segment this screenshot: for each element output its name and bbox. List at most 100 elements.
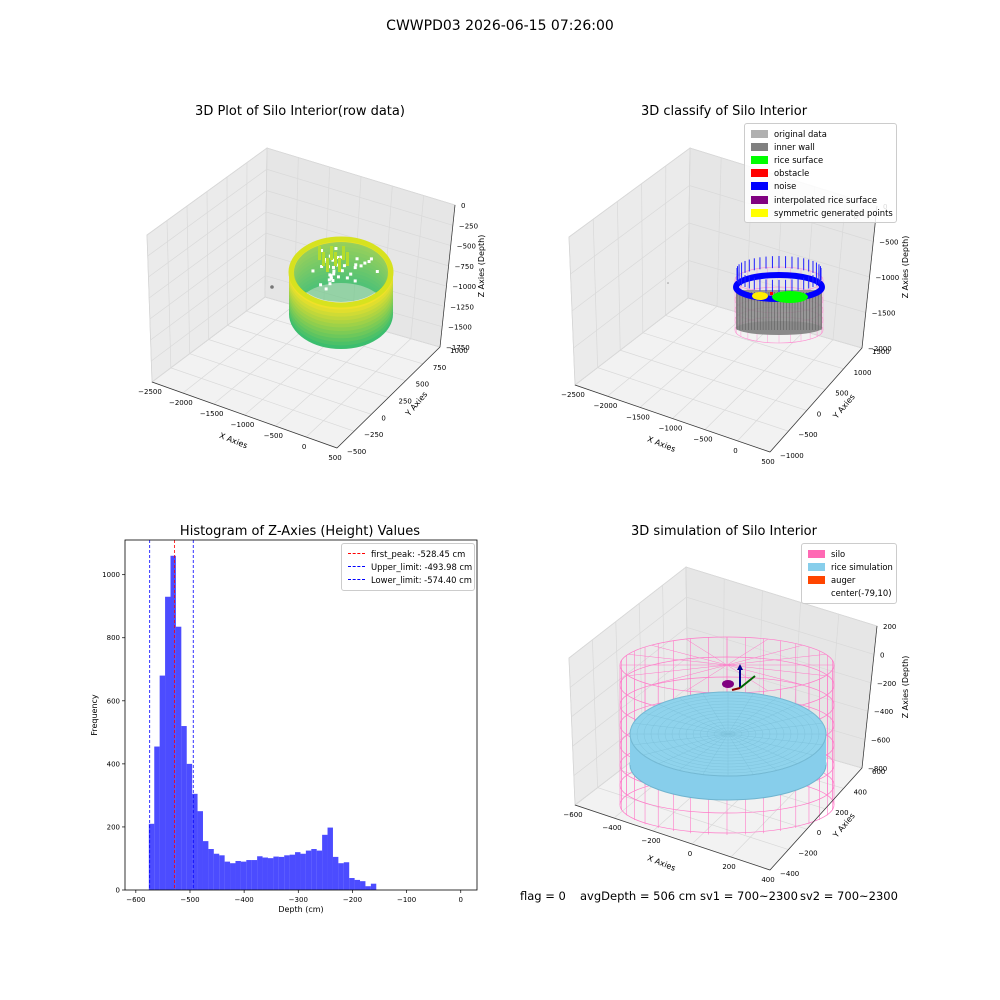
panel2-z-tick-label: −500 <box>879 239 898 247</box>
panel1-interior-gap <box>324 287 328 291</box>
panel1-interior-gap <box>328 282 332 286</box>
panel2-outlier-point <box>667 282 669 284</box>
panel4-rice-mesh-spoke <box>727 693 754 735</box>
legend-label: noise <box>774 181 797 192</box>
legend-item: interpolated rice surface <box>751 193 890 206</box>
legend-swatch <box>751 142 768 151</box>
panel3-title: Histogram of Z-Axies (Height) Values <box>179 524 421 539</box>
histogram-frame <box>124 539 478 891</box>
panel1-interior-gap <box>339 255 343 259</box>
panel1-x-tick-label: −500 <box>264 432 283 440</box>
sv1-text: sv1 = 700~2300 <box>700 889 798 903</box>
legend-swatch <box>751 182 768 191</box>
panel1-x-tick-label: −2500 <box>138 388 162 396</box>
panel4-center-marker <box>722 680 734 688</box>
legend-item: noise <box>751 180 890 193</box>
panel2-x-tick-label: −2500 <box>561 391 585 399</box>
legend-swatch <box>751 208 768 217</box>
legend-swatch <box>751 169 768 178</box>
panel1-x-tick-label: 500 <box>328 454 341 462</box>
panel4-z-axis-label: Z Axies (Depth) <box>901 656 910 719</box>
legend-swatch <box>751 129 768 138</box>
panel1-y-axis-line <box>336 346 441 449</box>
panel1-interior-gap <box>311 269 315 273</box>
panel1-x-tick-label: −1000 <box>231 421 255 429</box>
panel1-interior-gap <box>331 265 335 269</box>
panel4-x-tick-label: 0 <box>688 850 692 858</box>
panel1-z-gridline <box>148 190 451 278</box>
panel4-rice-mesh-spoke <box>727 733 823 746</box>
panel2-x-tick-label: −1000 <box>659 425 683 433</box>
panel1-z-tick-label: −750 <box>455 263 474 271</box>
histogram-bar <box>332 856 339 890</box>
panel4-rice-mesh-spoke <box>658 704 729 735</box>
histogram-bar <box>240 861 247 890</box>
panel1-interior-gap <box>334 247 338 251</box>
histogram-bar <box>197 811 203 890</box>
panel4-silo-roof-spoke <box>651 664 728 686</box>
panel1-interior-gap <box>359 264 363 268</box>
panel1-z-gridline <box>148 211 449 299</box>
panel4-z-arrow-head <box>737 664 743 670</box>
histogram-bar <box>230 863 236 890</box>
panel1-z-tick-label: −1500 <box>448 324 472 332</box>
histogram-x-tick-label: 0 <box>459 896 463 904</box>
legend-label: rice simulation <box>831 561 893 572</box>
histogram-bar <box>192 793 198 890</box>
histogram-bar <box>159 675 166 890</box>
legend-label: original data <box>774 128 827 139</box>
histogram-bar <box>219 855 225 890</box>
panel1-x-tick-label: −2000 <box>169 399 193 407</box>
legend-label: first_peak: -528.45 cm <box>371 548 466 559</box>
histogram-bar <box>300 853 306 890</box>
panel4-silo-roof-spoke <box>726 644 803 666</box>
panel1-obstacle-point <box>346 252 349 266</box>
histogram-bar <box>295 852 301 890</box>
panel1-interior-gap <box>369 257 373 261</box>
panel1-z-tick-label: −1750 <box>446 344 470 352</box>
panel1-interior-gap <box>331 279 335 283</box>
histogram-bar <box>202 841 209 890</box>
flag-text: flag = 0 <box>520 889 566 903</box>
panel1-silo-rim <box>288 236 394 308</box>
panel1-obstacle-point <box>338 258 341 272</box>
panel2-z-axis-line <box>861 205 878 349</box>
panel1-z-tick-label: −250 <box>459 222 478 230</box>
panel1-title: 3D Plot of Silo Interior(row data) <box>195 104 405 119</box>
panel4-z-tick-label: 0 <box>880 651 884 659</box>
panel2-z-axis-label: Z Axies (Depth) <box>901 236 910 299</box>
legend-label: obstacle <box>774 168 810 179</box>
panel2-z-tick-label: −1000 <box>876 274 900 282</box>
panel2-y-tick-label: 1500 <box>872 348 890 356</box>
histogram-x-tick-label: −100 <box>397 896 416 904</box>
histogram-bar <box>289 854 296 890</box>
panel4-rice-mesh-spoke <box>727 733 798 764</box>
panel1-interior-gap <box>320 265 324 269</box>
panel4-x-tick-label: −400 <box>602 824 621 832</box>
figure-title: CWWPD03 2026-06-15 07:26:00 <box>386 18 614 34</box>
histogram-bar <box>246 860 252 890</box>
panel1-obstacle-point <box>326 258 329 272</box>
panel4-z-tick-label: −400 <box>874 708 893 716</box>
panel1-y-tick-label: 1000 <box>450 347 468 355</box>
histogram-bar <box>327 827 333 890</box>
panel4-z-tick-label: −200 <box>877 680 896 688</box>
panel4-z-tick-label: 200 <box>883 623 896 631</box>
panel1-interior-gap <box>354 263 358 267</box>
histogram-bar <box>316 850 323 890</box>
panel4-rice-mesh-spoke <box>727 704 798 735</box>
panel4-silo-roof-spoke <box>726 664 826 676</box>
legend-item: silo <box>808 547 890 560</box>
legend-swatch <box>808 589 825 597</box>
panel1-y-tick-label: 750 <box>433 364 446 372</box>
panel1-interior-gap <box>340 269 344 273</box>
panel2-y-tick-label: 0 <box>817 410 821 418</box>
legend-item: Upper_limit: -493.98 cm <box>348 560 472 573</box>
panel1-z-axis-line <box>439 204 456 348</box>
legend-item: center(-79,10) <box>808 587 891 600</box>
panel1-interior-gap <box>320 249 324 253</box>
panel1-interior-gap <box>353 266 357 270</box>
panel4-y-tick-label: −400 <box>780 870 799 878</box>
panel1-y-tick-label: 250 <box>399 398 412 406</box>
